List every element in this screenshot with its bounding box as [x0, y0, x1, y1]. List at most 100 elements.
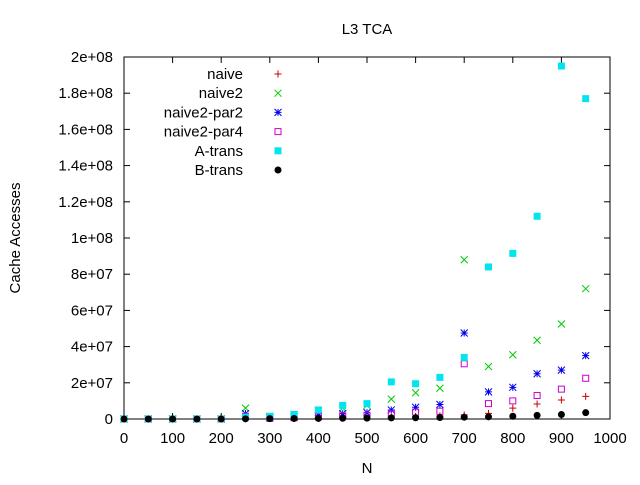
x-tick-label: 200 — [209, 430, 234, 447]
data-point-naive2-par2 — [581, 351, 590, 360]
legend-marker-B-trans — [274, 166, 282, 174]
marks-layer — [120, 62, 590, 423]
data-point-A-trans — [460, 353, 468, 361]
x-tick-label: 400 — [306, 430, 331, 447]
data-point-A-trans — [363, 400, 371, 408]
data-point-B-trans — [387, 414, 395, 422]
y-tick-label: 2e+08 — [71, 49, 113, 66]
data-point-A-trans — [412, 380, 420, 388]
axes-layer: 0 100 200 300 400 500 600 700 800 900 1000 0 2e+07 4e… — [58, 49, 626, 447]
x-tick-label: 600 — [403, 430, 428, 447]
data-point-A-trans — [485, 263, 492, 271]
data-point-A-trans — [582, 95, 590, 103]
data-point-naive2-par2 — [460, 329, 469, 337]
legend-label: naive — [207, 66, 243, 83]
data-point-naive2 — [581, 284, 590, 293]
y-tick-label: 8e+07 — [71, 266, 113, 283]
y-tick-label: 1e+08 — [71, 230, 113, 247]
data-point-B-trans — [485, 413, 492, 421]
y-tick-label: 0 — [105, 411, 113, 428]
data-point-B-trans — [242, 415, 249, 423]
data-point-naive2-par4 — [485, 400, 492, 408]
legend-label: A-trans — [195, 143, 243, 160]
x-axis-label: N — [362, 460, 373, 477]
data-point-naive — [509, 404, 517, 412]
x-tick-label: 800 — [500, 430, 525, 447]
y-tick-label: 4e+07 — [71, 339, 113, 356]
data-point-A-trans — [290, 410, 298, 418]
data-point-naive2-par4 — [509, 397, 517, 405]
x-tick-label: 500 — [354, 430, 379, 447]
legend-label: naive2-par4 — [164, 124, 243, 141]
data-point-naive2 — [557, 320, 566, 328]
data-point-naive2 — [533, 336, 541, 345]
data-point-naive2 — [508, 350, 517, 359]
data-point-B-trans — [557, 410, 565, 418]
data-point-B-trans — [436, 414, 444, 422]
data-point-B-trans — [169, 415, 177, 423]
data-point-B-trans — [193, 415, 201, 423]
data-point-A-trans — [339, 401, 347, 409]
data-point-B-trans — [144, 415, 152, 423]
data-point-A-trans — [314, 406, 322, 414]
data-point-naive2 — [387, 395, 396, 403]
legend-marker-naive2-par2 — [274, 108, 282, 117]
data-point-B-trans — [363, 414, 371, 422]
y-tick-label: 1.6e+08 — [58, 121, 113, 138]
data-point-naive2-par4 — [533, 391, 541, 399]
legend-marker-naive — [274, 70, 282, 78]
data-point-B-trans — [290, 414, 298, 422]
data-point-B-trans — [533, 411, 541, 419]
x-tick-label: 0 — [120, 430, 128, 447]
chart-title: L3 TCA — [342, 21, 393, 38]
data-point-naive2-par2 — [338, 409, 347, 418]
data-point-naive2-par2 — [484, 387, 493, 396]
data-point-naive2 — [460, 255, 469, 264]
x-tick-label: 300 — [257, 430, 282, 447]
legend: naive naive2 naive2-par2 naive2-par4 A-trans… — [164, 66, 282, 179]
data-point-B-trans — [460, 413, 468, 421]
data-point-naive — [533, 400, 541, 408]
y-tick-label: 2e+07 — [71, 375, 113, 392]
data-point-B-trans — [509, 412, 517, 420]
data-point-naive2-par2 — [533, 369, 541, 378]
data-point-B-trans — [120, 415, 128, 423]
data-point-naive2-par2 — [387, 406, 396, 414]
legend-label: B-trans — [195, 162, 243, 179]
data-point-naive2-par2 — [508, 383, 517, 392]
data-point-B-trans — [339, 414, 347, 422]
x-tick-label: 700 — [452, 430, 477, 447]
data-point-B-trans — [412, 414, 420, 422]
data-point-naive — [557, 396, 565, 404]
legend-marker-A-trans — [274, 147, 282, 155]
data-point-naive2 — [241, 404, 250, 412]
y-axis-label: Cache Accesses — [7, 183, 24, 294]
legend-label: naive2-par2 — [164, 104, 243, 121]
data-point-B-trans — [582, 409, 590, 417]
data-point-naive2 — [484, 362, 493, 371]
data-point-B-trans — [314, 414, 322, 422]
data-point-naive2-par2 — [411, 403, 420, 412]
legend-marker-naive2-par4 — [274, 128, 282, 136]
legend-marker-naive2 — [274, 89, 282, 98]
data-point-A-trans — [387, 378, 395, 386]
legend-label: naive2 — [199, 85, 243, 102]
data-point-B-trans — [217, 415, 225, 423]
data-point-naive2-par2 — [557, 366, 566, 374]
data-point-naive2-par4 — [557, 385, 565, 393]
y-tick-label: 6e+07 — [71, 302, 113, 319]
data-point-A-trans — [436, 373, 444, 381]
data-point-A-trans — [533, 212, 541, 220]
data-point-naive — [582, 392, 590, 400]
y-tick-label: 1.4e+08 — [58, 158, 113, 175]
data-point-naive2-par2 — [436, 400, 444, 409]
data-point-naive2-par4 — [582, 374, 590, 382]
data-point-naive2 — [436, 384, 444, 393]
y-tick-label: 1.2e+08 — [58, 194, 113, 211]
series-B-trans — [120, 409, 590, 423]
x-tick-label: 900 — [549, 430, 574, 447]
y-tick-label: 1.8e+08 — [58, 85, 113, 102]
